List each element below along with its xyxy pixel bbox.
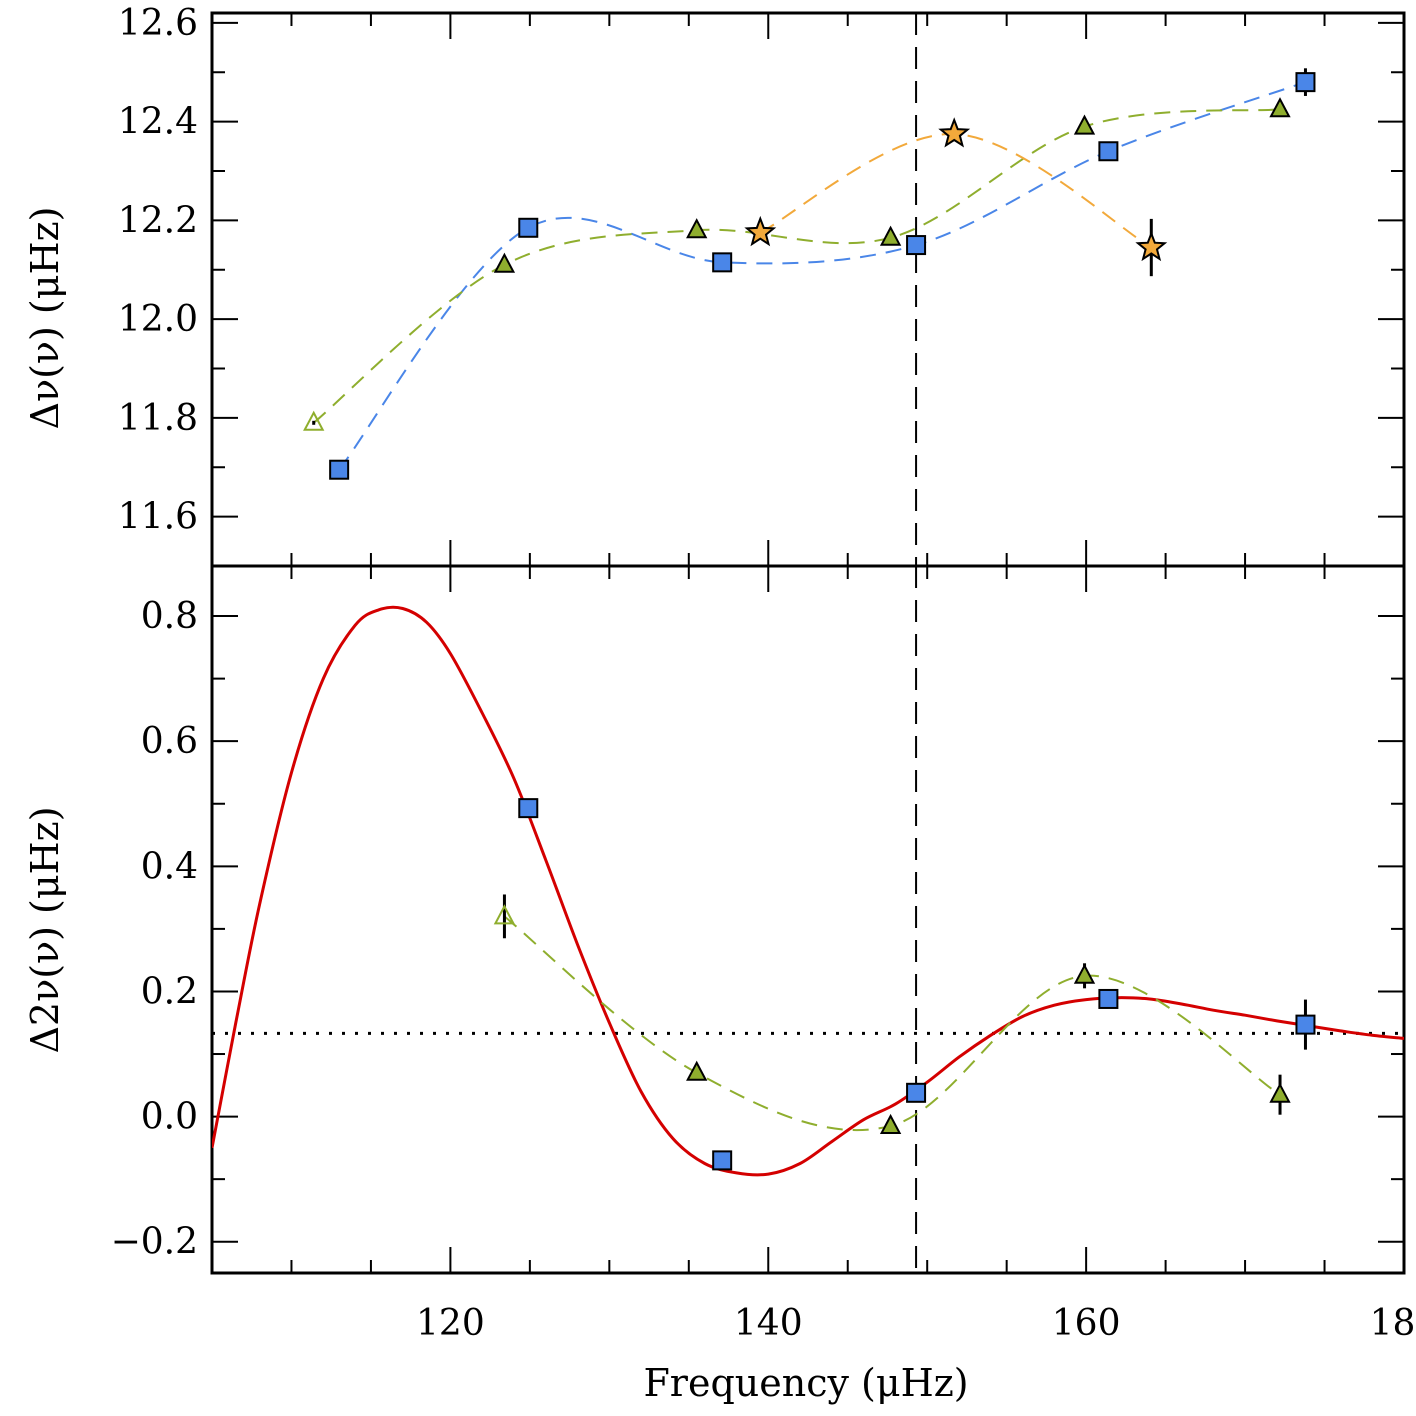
series-curve-top-square <box>338 81 1306 471</box>
data-point-top-triangle-5 <box>1269 97 1291 118</box>
data-point-top-star-0 <box>744 215 777 247</box>
data-point-top-triangle-0 <box>303 410 325 431</box>
x-tick-label-3: 180 <box>1370 1303 1416 1344</box>
y-tick-label-top-5: 12.6 <box>118 3 198 44</box>
series-curve-top-star <box>759 132 1152 249</box>
y-tick-label-bottom-2: 0.2 <box>141 971 198 1012</box>
x-tick-label-0: 120 <box>416 1303 485 1344</box>
y-tick-label-bottom-5: 0.8 <box>141 596 198 637</box>
y-tick-label-top-3: 12.2 <box>118 200 198 241</box>
data-point-bottom-square-1 <box>712 1150 733 1171</box>
x-tick-label-1: 140 <box>734 1303 803 1344</box>
data-point-top-square-4 <box>1098 141 1119 162</box>
data-point-bottom-square-2 <box>906 1082 927 1103</box>
y-tick-label-top-0: 11.6 <box>118 497 198 538</box>
y-tick-label-top-2: 12.0 <box>118 299 198 340</box>
data-point-bottom-triangle-1 <box>686 1060 708 1081</box>
series-curve-bottom-triangle <box>503 915 1281 1131</box>
plot-frame-top <box>210 11 1406 568</box>
x-axis-title: Frequency (μHz) <box>643 1361 968 1405</box>
data-point-bottom-triangle-0 <box>493 904 516 925</box>
y-tick-label-bottom-3: 0.4 <box>141 846 198 887</box>
y-axis-title-top: Δν(ν) (μHz) <box>23 207 67 430</box>
plot-frame-bottom <box>210 564 1406 1275</box>
data-point-top-square-1 <box>518 217 539 238</box>
data-point-bottom-triangle-2 <box>879 1113 902 1134</box>
data-point-top-star-2 <box>1135 230 1168 262</box>
bottom-panel: 120 140 160 180 −0.2 0.0 0.2 0.4 0.6 0.8 <box>111 564 1416 1344</box>
plot-area-top <box>303 13 1316 566</box>
y-axis-title-bottom: Δ2ν(ν) (μHz) <box>23 806 67 1053</box>
data-point-top-triangle-2 <box>686 218 708 239</box>
y-tick-label-top-4: 12.4 <box>118 102 198 143</box>
x-tick-label-2: 160 <box>1052 1303 1121 1344</box>
y-tick-label-bottom-1: 0.0 <box>141 1097 198 1138</box>
data-point-top-triangle-1 <box>493 252 516 273</box>
data-point-bottom-square-3 <box>1098 988 1119 1009</box>
data-point-top-star-1 <box>938 117 971 148</box>
data-point-top-square-3 <box>906 235 927 256</box>
y-tick-label-bottom-0: −0.2 <box>111 1222 198 1263</box>
plot-area-bottom <box>212 566 1404 1273</box>
data-point-top-square-5 <box>1295 72 1316 93</box>
data-point-bottom-square-0 <box>518 798 539 819</box>
data-point-bottom-triangle-4 <box>1269 1082 1291 1103</box>
data-point-top-square-2 <box>712 252 733 273</box>
data-point-top-triangle-3 <box>879 225 902 246</box>
data-point-top-triangle-4 <box>1073 114 1096 135</box>
series-curve-top-triangle <box>313 108 1281 424</box>
fit-curve <box>212 605 1404 1177</box>
top-panel: 11.6 11.8 12.0 12.2 12.4 12.6 <box>118 3 1406 568</box>
data-point-top-square-0 <box>329 459 350 480</box>
data-point-bottom-triangle-3 <box>1073 963 1096 984</box>
y-tick-label-bottom-4: 0.6 <box>141 721 198 762</box>
y-tick-label-top-1: 11.8 <box>118 398 198 439</box>
data-point-bottom-square-4 <box>1295 1014 1316 1035</box>
